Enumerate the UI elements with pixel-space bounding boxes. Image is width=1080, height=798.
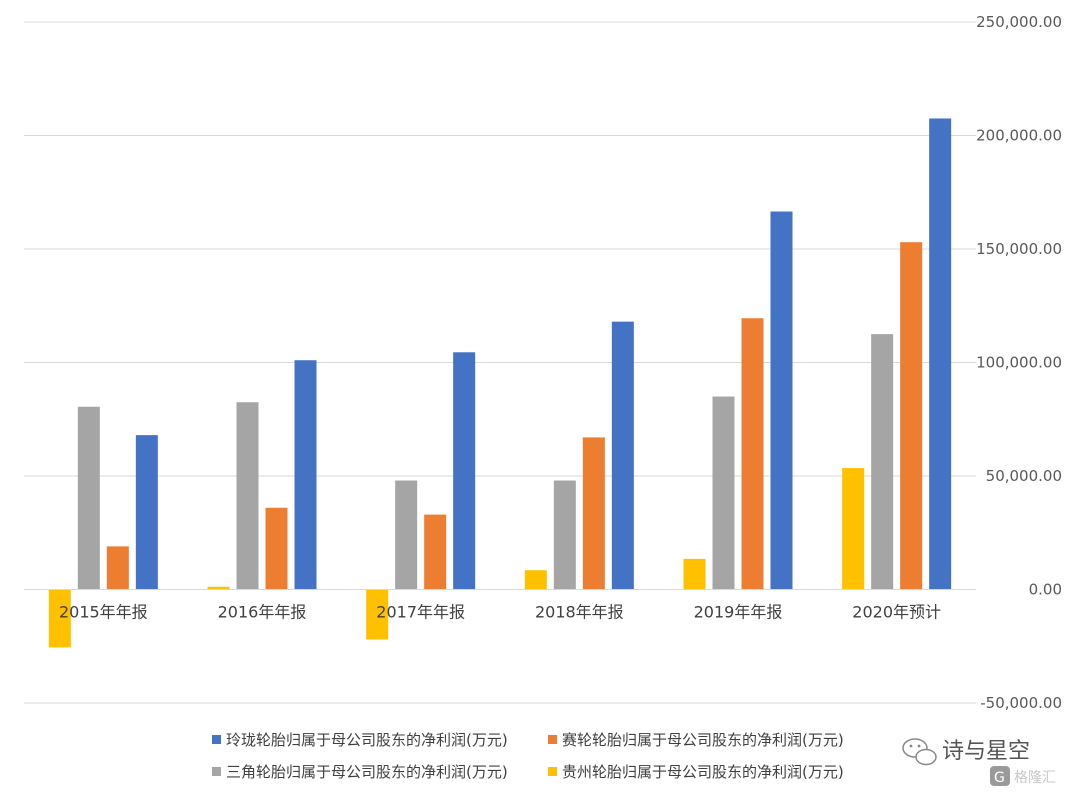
watermark: 诗与星空 G 格隆汇 [902,738,1056,786]
legend-swatch [548,767,557,776]
bar [770,211,793,590]
svg-text:G: G [994,770,1005,786]
legend-swatch [212,767,221,776]
bar [582,437,605,590]
bar [236,402,259,590]
bar [611,321,634,590]
legend-label: 玲珑轮胎归属于母公司股东的净利润(万元) [226,731,508,749]
bar [453,352,476,590]
x-category-labels: 2015年年报 2016年年报 2017年年报 2018年年报 2019年年报 2020年… [59,603,941,622]
bar [524,570,547,590]
bar [265,507,288,590]
watermark-logo-text: 格隆汇 [1014,770,1056,786]
gridlines [24,21,976,704]
y-tick-label: 0.00 [1029,581,1062,599]
x-tick-label: 2018年年报 [535,603,624,622]
bar [741,318,764,590]
bar [424,514,447,590]
legend-swatch [212,735,221,744]
x-tick-label: 2019年年报 [694,603,783,622]
x-tick-label: 2017年年报 [376,603,465,622]
bar [929,118,952,590]
bar [106,546,129,590]
legend-label: 贵州轮胎归属于母公司股东的净利润(万元) [562,763,844,781]
bar [395,480,418,590]
bar [712,396,735,590]
legend-swatch [548,735,557,744]
bar [683,558,706,590]
y-tick-label: 250,000.00 [976,13,1062,31]
y-tick-label: 100,000.00 [976,354,1062,372]
legend: 玲珑轮胎归属于母公司股东的净利润(万元) 赛轮轮胎归属于母公司股东的净利润(万元)… [212,731,844,781]
gelonghui-logo: G 格隆汇 [990,766,1056,786]
watermark-text: 诗与星空 [942,739,1030,764]
y-tick-label: 150,000.00 [976,240,1062,258]
bar [135,435,158,590]
x-tick-label: 2020年预计 [852,603,941,622]
y-tick-labels: -50,000.00 0.00 50,000.00 100,000.00 150,000… [976,13,1062,712]
bar [77,406,100,590]
y-tick-label: -50,000.00 [980,694,1062,712]
bar [48,589,71,648]
bar [294,360,317,590]
x-tick-label: 2016年年报 [218,603,307,622]
bar [366,589,389,640]
bars [48,118,952,648]
bar [553,480,576,590]
bar [900,242,923,590]
y-tick-label: 50,000.00 [986,467,1062,485]
y-tick-label: 200,000.00 [976,127,1062,145]
legend-label: 三角轮胎归属于母公司股东的净利润(万元) [226,763,508,781]
wechat-icon [902,738,937,766]
bar [207,586,230,590]
x-tick-label: 2015年年报 [59,603,148,622]
legend-label: 赛轮轮胎归属于母公司股东的净利润(万元) [562,731,844,749]
bar [842,468,865,590]
bar [871,334,894,590]
